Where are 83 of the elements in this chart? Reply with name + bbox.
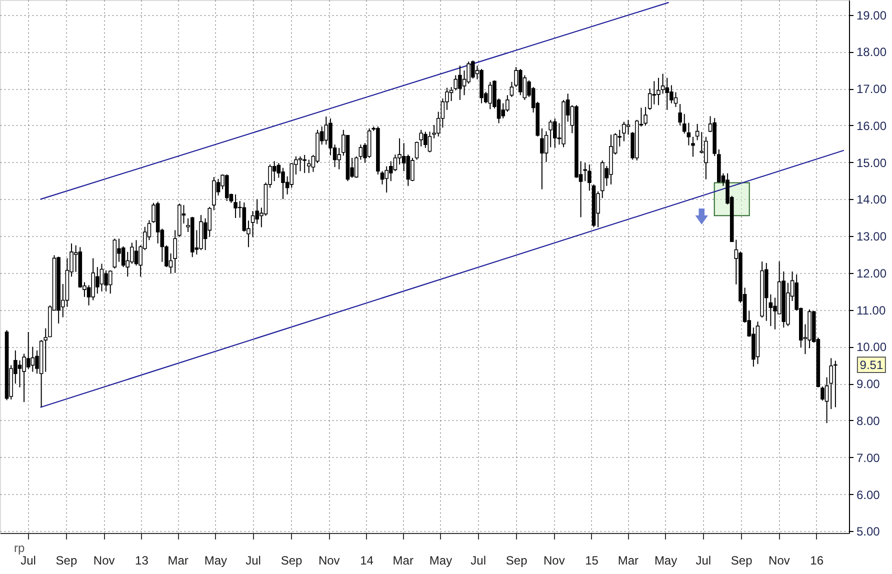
candlestick: [428, 131, 432, 153]
x-tick-label: Jul: [20, 554, 36, 568]
y-tick-label: 15.00: [856, 156, 887, 170]
candlestick: [134, 240, 138, 266]
candlestick: [652, 80, 656, 105]
candlestick: [224, 174, 229, 202]
y-tick-label: 19.00: [856, 8, 887, 22]
candlestick: [410, 157, 414, 182]
x-tick-label: Sep: [280, 554, 303, 568]
candlestick: [501, 102, 506, 119]
candlestick: [30, 346, 35, 372]
x-tick-label: 16: [810, 554, 824, 568]
x-tick-label: 14: [360, 554, 374, 568]
y-tick-label: 10.00: [856, 340, 887, 354]
candlestick: [306, 159, 311, 174]
x-tick-label: 13: [135, 554, 149, 568]
y-tick-label: 17.00: [856, 82, 887, 96]
text: rp: [14, 541, 25, 555]
y-tick-label: 16.00: [856, 118, 887, 133]
annotation: 9.51: [860, 358, 884, 372]
candlestick: [656, 77, 660, 106]
candlestick: [393, 154, 398, 172]
x-tick-label: Mar: [618, 554, 638, 568]
x-tick-label: Nov: [318, 554, 340, 568]
y-tick-label: 9.00: [856, 377, 880, 392]
x-tick-label: Jul: [246, 554, 261, 568]
candlestick: [695, 123, 700, 141]
candlestick: [622, 121, 626, 142]
candlestick: [488, 81, 492, 110]
x-tick-label: 15: [585, 554, 599, 568]
y-tick-label: 18.00: [856, 45, 887, 60]
candlestick: [234, 194, 238, 218]
x-tick-label: Mar: [168, 554, 188, 568]
x-tick-label: Sep: [730, 554, 753, 568]
x-tick-label: Nov: [93, 554, 115, 568]
y-tick-label: 12.00: [856, 266, 887, 280]
x-tick-label: Nov: [543, 554, 565, 568]
candlestick: [173, 230, 177, 274]
candlestick: [540, 128, 544, 190]
x-tick-label: May: [429, 554, 452, 568]
candlestick: [588, 164, 592, 192]
candlestick: [644, 106, 648, 126]
candlestick: [691, 136, 695, 158]
candlestick: [298, 156, 302, 172]
candlestick: [544, 130, 548, 162]
candlestick: [518, 68, 522, 96]
x-tick-label: May: [204, 554, 228, 568]
candlestick: [108, 270, 112, 294]
y-tick-label: 13.00: [856, 230, 887, 244]
y-tick-label: 5.00: [856, 524, 880, 539]
candlestick: [419, 129, 424, 147]
candlestick: [678, 104, 682, 126]
candlestick: [250, 210, 255, 238]
y-tick-label: 7.00: [856, 450, 880, 465]
candlestick: [18, 360, 22, 388]
candlestick: [510, 81, 514, 98]
candlestick: [834, 360, 838, 408]
x-tick-label: Sep: [56, 554, 78, 568]
candlestick: [665, 77, 670, 110]
candlestick: [242, 202, 246, 232]
x-tick-label: Mar: [392, 554, 414, 568]
candlestick: [272, 160, 276, 182]
y-tick-label: 8.00: [856, 414, 880, 428]
candlestick: [406, 154, 410, 186]
candlestick: [100, 263, 104, 292]
y-tick-label: 6.00: [856, 488, 880, 502]
candlestick: [26, 331, 30, 370]
x-tick-label: May: [654, 554, 678, 568]
candlestick: [380, 170, 384, 185]
candlestick: [281, 167, 285, 200]
y-tick-label: 11.00: [856, 303, 886, 318]
candlestick: [302, 154, 306, 174]
candlestick: [414, 141, 419, 160]
candlestick: [337, 147, 342, 170]
x-tick-label: Jul: [470, 554, 486, 568]
candlestick: [121, 246, 126, 268]
candlestick: [660, 73, 665, 94]
candlestick: [324, 116, 328, 146]
candlestick: [820, 386, 824, 402]
x-tick-label: Sep: [506, 554, 528, 568]
y-tick-label: 14.00: [856, 192, 887, 207]
x-tick-label: Nov: [768, 554, 790, 568]
x-tick-label: Jul: [696, 554, 712, 568]
